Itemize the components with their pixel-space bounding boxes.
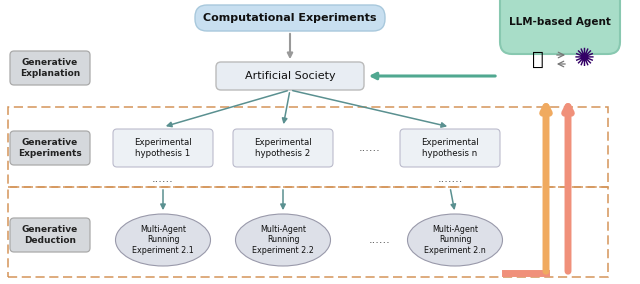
- FancyBboxPatch shape: [216, 62, 364, 90]
- FancyBboxPatch shape: [400, 129, 500, 167]
- Text: Experimental
hypothesis 1: Experimental hypothesis 1: [134, 138, 192, 158]
- FancyBboxPatch shape: [233, 129, 333, 167]
- FancyBboxPatch shape: [195, 5, 385, 31]
- Ellipse shape: [236, 214, 330, 266]
- Text: Multi-Agent
Running
Experiment 2.2: Multi-Agent Running Experiment 2.2: [252, 225, 314, 255]
- Bar: [8, 107, 608, 187]
- FancyBboxPatch shape: [10, 131, 90, 165]
- Ellipse shape: [115, 214, 211, 266]
- Text: Multi-Agent
Running
Experiment 2.1: Multi-Agent Running Experiment 2.1: [132, 225, 194, 255]
- Text: Generative
Experiments: Generative Experiments: [18, 138, 82, 158]
- Text: ......: ......: [369, 235, 391, 245]
- Text: Experimental
hypothesis n: Experimental hypothesis n: [421, 138, 479, 158]
- Text: Multi-Agent
Running
Experiment 2.n: Multi-Agent Running Experiment 2.n: [424, 225, 486, 255]
- Text: ......: ......: [359, 143, 381, 153]
- Text: 🤖: 🤖: [532, 49, 544, 68]
- FancyBboxPatch shape: [113, 129, 213, 167]
- FancyBboxPatch shape: [10, 218, 90, 252]
- Text: Generative
Deduction: Generative Deduction: [22, 225, 78, 245]
- Text: ......: ......: [152, 174, 174, 184]
- Text: Generative
Explanation: Generative Explanation: [20, 58, 80, 78]
- Text: .......: .......: [437, 174, 463, 184]
- Text: Experimental
hypothesis 2: Experimental hypothesis 2: [254, 138, 312, 158]
- Text: Artificial Society: Artificial Society: [244, 71, 335, 81]
- Text: Computational Experiments: Computational Experiments: [204, 13, 377, 23]
- Bar: [8, 187, 608, 277]
- Text: LLM-based Agent: LLM-based Agent: [509, 17, 611, 27]
- Ellipse shape: [408, 214, 502, 266]
- FancyBboxPatch shape: [500, 0, 620, 54]
- Text: ✺: ✺: [573, 47, 595, 71]
- FancyBboxPatch shape: [10, 51, 90, 85]
